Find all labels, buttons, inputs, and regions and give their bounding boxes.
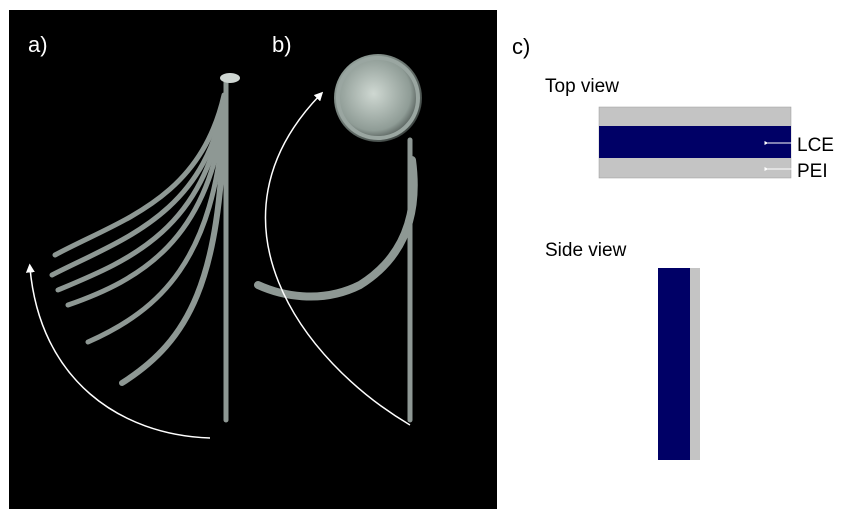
figure: a) b) c) Top view LCE PEI Side view <box>0 0 843 509</box>
panel-label: a) <box>28 32 48 57</box>
layer-label: PEI <box>797 161 828 182</box>
panel-label: b) <box>272 32 292 57</box>
view-title: Top view <box>545 76 619 97</box>
lce-layer-side <box>658 268 690 460</box>
clamp-a <box>220 73 240 83</box>
layer-label: LCE <box>797 135 834 156</box>
panel-label: c) <box>512 34 530 59</box>
coiled-strip <box>334 54 422 142</box>
view-title: Side view <box>545 240 627 261</box>
lce-layer <box>599 126 791 158</box>
